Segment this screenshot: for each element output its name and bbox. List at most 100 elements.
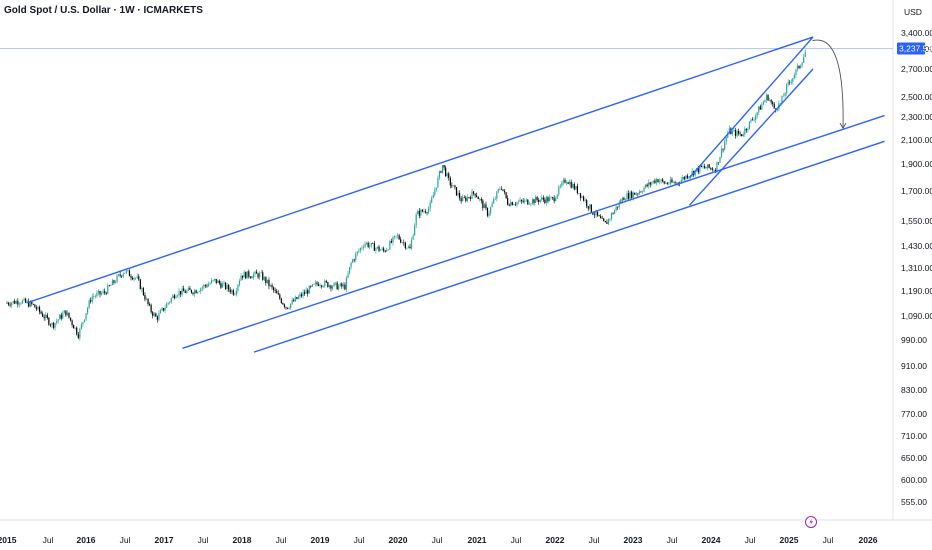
trend-line-inner-lower[interactable] — [688, 68, 814, 206]
candle-body — [781, 96, 783, 104]
x-tick-label: Jul — [745, 535, 756, 545]
candle-body — [790, 81, 792, 83]
candle-body — [541, 197, 543, 200]
candle-body — [355, 253, 357, 261]
candle-body — [720, 148, 723, 157]
candle-body — [232, 290, 234, 295]
candle-body — [567, 182, 569, 184]
candle-body — [420, 209, 422, 216]
y-tick-label: 600.00 — [901, 475, 927, 485]
candle-body — [375, 248, 377, 251]
candle-body — [801, 62, 803, 66]
candle-body — [524, 200, 526, 203]
candle-body — [770, 100, 772, 103]
candle-body — [373, 243, 375, 251]
candle-body — [274, 290, 276, 291]
candle-body — [299, 294, 301, 297]
x-tick-label: 2017 — [155, 535, 174, 545]
candle-body — [11, 302, 13, 306]
forecast-arrow[interactable] — [812, 39, 844, 129]
candle-body — [663, 181, 665, 184]
candle-body — [789, 81, 791, 83]
candle-body — [731, 130, 733, 135]
candle-body — [765, 95, 768, 101]
x-tick-label: Jul — [823, 535, 834, 545]
trend-line-outer-upper[interactable] — [26, 36, 814, 304]
candle-body — [201, 287, 203, 289]
candle-body — [662, 179, 664, 182]
candle-body — [152, 312, 154, 316]
candle-body — [172, 295, 174, 299]
candle-body — [161, 308, 163, 311]
candle-body — [156, 316, 158, 320]
candle-body — [26, 301, 28, 303]
candle-body — [697, 168, 699, 173]
candle-body — [445, 167, 447, 177]
candle-body — [87, 307, 89, 314]
candle-body — [197, 291, 199, 294]
y-tick-label: 710.00 — [901, 431, 927, 441]
candle-body — [246, 271, 248, 279]
candle-body — [717, 162, 720, 164]
candle-body — [118, 274, 120, 276]
candle-body — [792, 78, 794, 82]
candle-body — [466, 197, 468, 201]
candle-body — [534, 197, 537, 203]
candle-body — [35, 307, 38, 310]
candle-body — [361, 247, 363, 249]
candle-body — [102, 291, 104, 294]
candle-body — [187, 288, 189, 291]
candle-body — [572, 183, 574, 188]
candle-body — [254, 271, 256, 275]
candle-body — [159, 310, 162, 314]
candle-body — [242, 275, 244, 278]
candle-body — [547, 197, 549, 202]
candle-body — [338, 285, 340, 290]
candle-body — [107, 285, 109, 294]
trend-line-inner-upper[interactable] — [688, 36, 814, 179]
candle-body — [415, 213, 417, 226]
candle-body — [200, 288, 202, 292]
candle-body — [786, 84, 788, 94]
candle-body — [34, 304, 36, 308]
candle-body — [742, 134, 744, 137]
candle-body — [379, 249, 382, 251]
candle-body — [296, 297, 298, 299]
candle-body — [192, 292, 194, 294]
candle-body — [248, 271, 250, 277]
candle-body — [604, 221, 606, 223]
candle-body — [759, 106, 761, 110]
candle-body — [60, 314, 62, 319]
trend-line-outer-lower-2[interactable] — [253, 140, 885, 353]
candle-body — [435, 187, 437, 190]
candle-body — [782, 96, 785, 97]
candle-body — [499, 188, 501, 190]
candle-body — [390, 240, 392, 243]
candle-body — [252, 274, 255, 278]
candle-body — [677, 182, 679, 184]
x-tick-label: 2018 — [233, 535, 252, 545]
candle-body — [279, 294, 281, 299]
candle-body — [590, 204, 592, 213]
candle-body — [629, 191, 631, 199]
candle-body — [113, 280, 115, 283]
candle-body — [221, 283, 224, 288]
candle-body — [15, 301, 17, 304]
candle-body — [311, 284, 313, 287]
candle-body — [538, 200, 540, 202]
candle-body — [762, 102, 764, 105]
candle-body — [392, 237, 394, 243]
candle-body — [300, 294, 303, 297]
candle-body — [542, 197, 544, 200]
candle-body — [77, 334, 79, 338]
candle-body — [183, 288, 185, 292]
candle-body — [398, 235, 400, 240]
trend-line-outer-lower[interactable] — [182, 114, 885, 349]
candle-body — [485, 204, 487, 208]
candle-body — [158, 313, 160, 320]
candle-body — [745, 128, 747, 131]
candle-body — [716, 162, 718, 173]
candle-body — [91, 296, 93, 302]
candle-body — [710, 167, 712, 169]
